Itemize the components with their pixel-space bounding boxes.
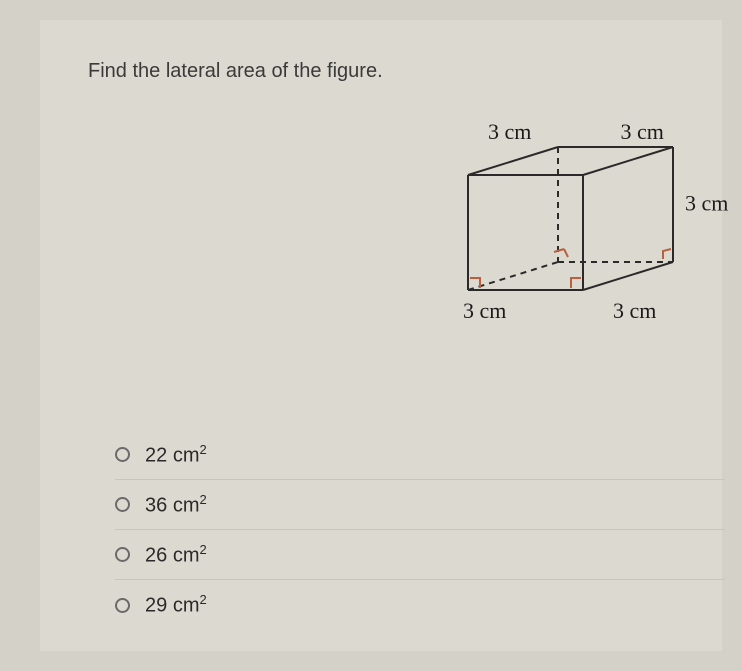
radio-icon <box>115 497 130 512</box>
cube-figure: 3 cm 3 cm 3 cm 3 cm 3 cm <box>410 115 730 355</box>
option-row[interactable]: 22 cm2 <box>115 430 725 480</box>
option-label: 26 cm2 <box>145 542 207 568</box>
radio-icon <box>115 598 130 613</box>
option-label: 29 cm2 <box>145 592 207 618</box>
question-prompt: Find the lateral area of the figure. <box>88 60 383 83</box>
svg-text:3 cm: 3 cm <box>463 298 506 323</box>
svg-text:3 cm: 3 cm <box>613 298 656 323</box>
svg-text:3 cm: 3 cm <box>685 191 728 216</box>
answer-options: 22 cm2 36 cm2 26 cm2 29 cm2 <box>115 430 725 630</box>
svg-text:3 cm: 3 cm <box>488 119 531 144</box>
radio-icon <box>115 547 130 562</box>
option-row[interactable]: 29 cm2 <box>115 580 725 630</box>
content-area: Find the lateral area of the figure. 3 c… <box>40 20 722 651</box>
option-row[interactable]: 36 cm2 <box>115 480 725 530</box>
option-row[interactable]: 26 cm2 <box>115 530 725 580</box>
svg-text:3 cm: 3 cm <box>621 119 664 144</box>
option-label: 36 cm2 <box>145 492 207 518</box>
option-label: 22 cm2 <box>145 442 207 468</box>
radio-icon <box>115 447 130 462</box>
